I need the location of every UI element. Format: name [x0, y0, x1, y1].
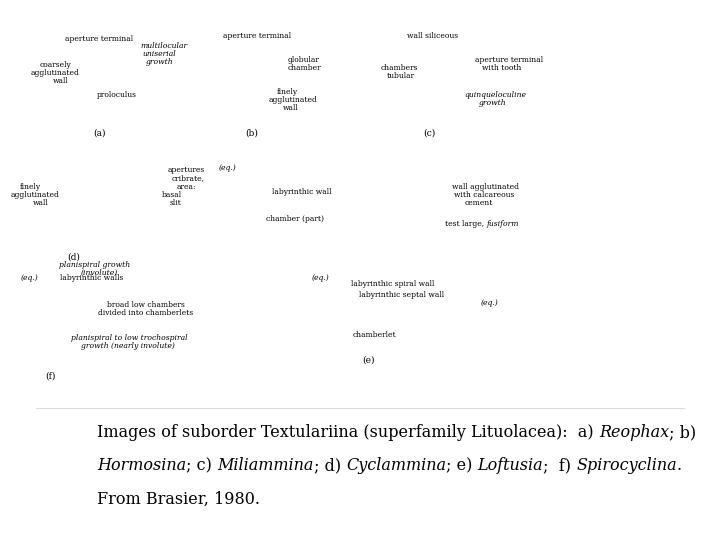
Text: ; c): ; c)	[186, 457, 217, 474]
Text: tubular: tubular	[387, 72, 415, 80]
Text: Cyclammina: Cyclammina	[346, 457, 446, 474]
Text: wall: wall	[32, 199, 48, 207]
Text: (f): (f)	[45, 372, 55, 381]
Text: (d): (d)	[67, 253, 80, 262]
Text: growth: growth	[479, 99, 506, 107]
Text: cribrate,: cribrate,	[171, 174, 204, 183]
Text: planispiral growth: planispiral growth	[59, 261, 130, 269]
Text: coarsely: coarsely	[40, 61, 71, 69]
Text: with calcareous: with calcareous	[454, 191, 514, 199]
Text: (e): (e)	[362, 355, 374, 364]
Text: (eq.): (eq.)	[481, 299, 499, 307]
Text: labyrinthic spiral wall: labyrinthic spiral wall	[351, 280, 435, 288]
Text: ; b): ; b)	[669, 424, 696, 441]
Text: labyrinthic septal wall: labyrinthic septal wall	[359, 291, 444, 299]
Text: (involute): (involute)	[81, 269, 118, 277]
Text: (eq.): (eq.)	[312, 274, 330, 282]
Text: Hormosina: Hormosina	[97, 457, 186, 474]
Text: multilocular: multilocular	[140, 42, 187, 50]
Text: globular: globular	[288, 56, 320, 64]
Text: finely: finely	[277, 88, 298, 96]
Text: agglutinated: agglutinated	[30, 69, 79, 77]
Text: Miliammina: Miliammina	[217, 457, 314, 474]
Text: ; d): ; d)	[314, 457, 346, 474]
Text: test large,: test large,	[445, 220, 484, 228]
Text: Loftusia: Loftusia	[477, 457, 543, 474]
Text: finely: finely	[20, 183, 41, 191]
Text: chambers: chambers	[380, 64, 418, 72]
Text: Reophax: Reophax	[599, 424, 669, 441]
Text: ;  f): ; f)	[543, 457, 576, 474]
Text: proloculus: proloculus	[97, 91, 138, 99]
Text: From Brasier, 1980.: From Brasier, 1980.	[97, 491, 260, 508]
Text: chamberlet: chamberlet	[353, 331, 397, 339]
Text: cement: cement	[464, 199, 492, 207]
Text: .: .	[677, 457, 682, 474]
Text: aperture terminal: aperture terminal	[223, 32, 292, 40]
Text: (eq.): (eq.)	[218, 164, 236, 172]
Text: broad low chambers: broad low chambers	[107, 301, 184, 309]
Text: Images of suborder Textulariina (superfamily Lituolacea):  a): Images of suborder Textulariina (superfa…	[97, 424, 599, 441]
Text: apertures: apertures	[168, 166, 205, 174]
Text: growth: growth	[145, 58, 173, 66]
Text: planispiral to low trochospiral: planispiral to low trochospiral	[71, 334, 187, 342]
Text: aperture terminal: aperture terminal	[65, 35, 133, 43]
Text: wall: wall	[53, 77, 68, 85]
Text: labyrinthic wall: labyrinthic wall	[272, 188, 332, 196]
Text: uniserial: uniserial	[143, 50, 176, 58]
Text: divided into chamberlets: divided into chamberlets	[98, 309, 193, 318]
Text: agglutinated: agglutinated	[11, 191, 60, 199]
Text: (a): (a)	[94, 129, 106, 138]
Text: with tooth: with tooth	[482, 64, 522, 72]
Text: (eq.): (eq.)	[20, 274, 38, 282]
Text: Spirocyclina: Spirocyclina	[576, 457, 677, 474]
Text: fusiform: fusiform	[486, 220, 518, 228]
Text: chamber: chamber	[288, 64, 322, 72]
Text: aperture terminal: aperture terminal	[475, 56, 544, 64]
Text: chamber (part): chamber (part)	[266, 215, 325, 223]
Text: wall siliceous: wall siliceous	[407, 32, 458, 40]
Text: (c): (c)	[423, 129, 436, 138]
Text: basal: basal	[162, 191, 182, 199]
Text: slit: slit	[169, 199, 181, 207]
Text: wall agglutinated: wall agglutinated	[452, 183, 519, 191]
Text: area:: area:	[176, 183, 196, 191]
Text: growth (nearly involute): growth (nearly involute)	[81, 342, 175, 350]
Text: ; e): ; e)	[446, 457, 477, 474]
Text: agglutinated: agglutinated	[269, 96, 318, 104]
Text: wall: wall	[283, 104, 299, 112]
Text: labyrinthic walls: labyrinthic walls	[60, 274, 123, 282]
Text: (b): (b)	[245, 129, 258, 138]
Text: quinqueloculine: quinqueloculine	[464, 91, 526, 99]
